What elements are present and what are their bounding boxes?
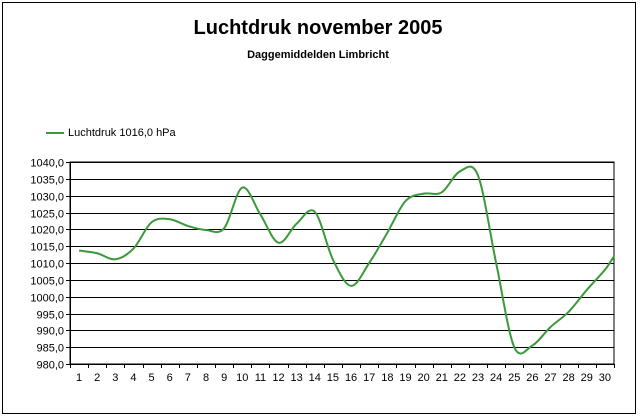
y-tick-label: 995,0 bbox=[36, 310, 64, 322]
x-tick-label: 17 bbox=[363, 372, 375, 384]
y-tick-label: 1040,0 bbox=[30, 158, 64, 170]
y-tick-label: 1005,0 bbox=[30, 276, 64, 288]
x-tick-label: 21 bbox=[436, 372, 448, 384]
y-tick-label: 1015,0 bbox=[30, 242, 64, 254]
x-tick-label: 26 bbox=[526, 372, 538, 384]
x-tick-label: 28 bbox=[563, 372, 575, 384]
x-tick-label: 3 bbox=[112, 372, 118, 384]
x-tick-label: 2 bbox=[94, 372, 100, 384]
x-tick-label: 30 bbox=[599, 372, 611, 384]
y-tick-label: 985,0 bbox=[36, 343, 64, 355]
x-tick-label: 4 bbox=[130, 372, 136, 384]
x-tick-label: 1 bbox=[76, 372, 82, 384]
x-tick-label: 7 bbox=[185, 372, 191, 384]
y-tick-label: 1030,0 bbox=[30, 192, 64, 204]
x-tick-label: 16 bbox=[345, 372, 357, 384]
y-tick-label: 980,0 bbox=[36, 360, 64, 372]
y-tick-label: 1010,0 bbox=[30, 259, 64, 271]
y-tick-label: 990,0 bbox=[36, 326, 64, 338]
x-tick-label: 6 bbox=[167, 372, 173, 384]
x-tick-label: 15 bbox=[327, 372, 339, 384]
legend-swatch bbox=[46, 132, 64, 134]
chart-subtitle: Daggemiddelden Limbricht bbox=[247, 49, 389, 61]
x-tick-label: 12 bbox=[272, 372, 284, 384]
x-tick-label: 29 bbox=[581, 372, 593, 384]
legend-label: Luchtdruk 1016,0 hPa bbox=[68, 127, 176, 139]
x-tick-label: 9 bbox=[221, 372, 227, 384]
y-tick-label: 1020,0 bbox=[30, 225, 64, 237]
x-tick-label: 23 bbox=[472, 372, 484, 384]
x-tick-label: 18 bbox=[381, 372, 393, 384]
x-tick-label: 24 bbox=[490, 372, 502, 384]
y-tick-label: 1025,0 bbox=[30, 209, 64, 221]
x-tick-label: 5 bbox=[149, 372, 155, 384]
x-tick-label: 22 bbox=[454, 372, 466, 384]
legend: Luchtdruk 1016,0 hPa bbox=[46, 127, 176, 139]
x-tick-label: 20 bbox=[417, 372, 429, 384]
y-tick-label: 1035,0 bbox=[30, 175, 64, 187]
x-tick-label: 14 bbox=[309, 372, 321, 384]
x-tick-label: 19 bbox=[399, 372, 411, 384]
y-tick-label: 1000,0 bbox=[30, 293, 64, 305]
x-tick-label: 27 bbox=[544, 372, 556, 384]
x-tick-label: 25 bbox=[508, 372, 520, 384]
x-tick-label: 11 bbox=[255, 372, 266, 384]
chart-title: Luchtdruk november 2005 bbox=[193, 17, 443, 39]
x-tick-label: 8 bbox=[203, 372, 209, 384]
x-tick-label: 10 bbox=[236, 372, 248, 384]
x-tick-label: 13 bbox=[291, 372, 303, 384]
